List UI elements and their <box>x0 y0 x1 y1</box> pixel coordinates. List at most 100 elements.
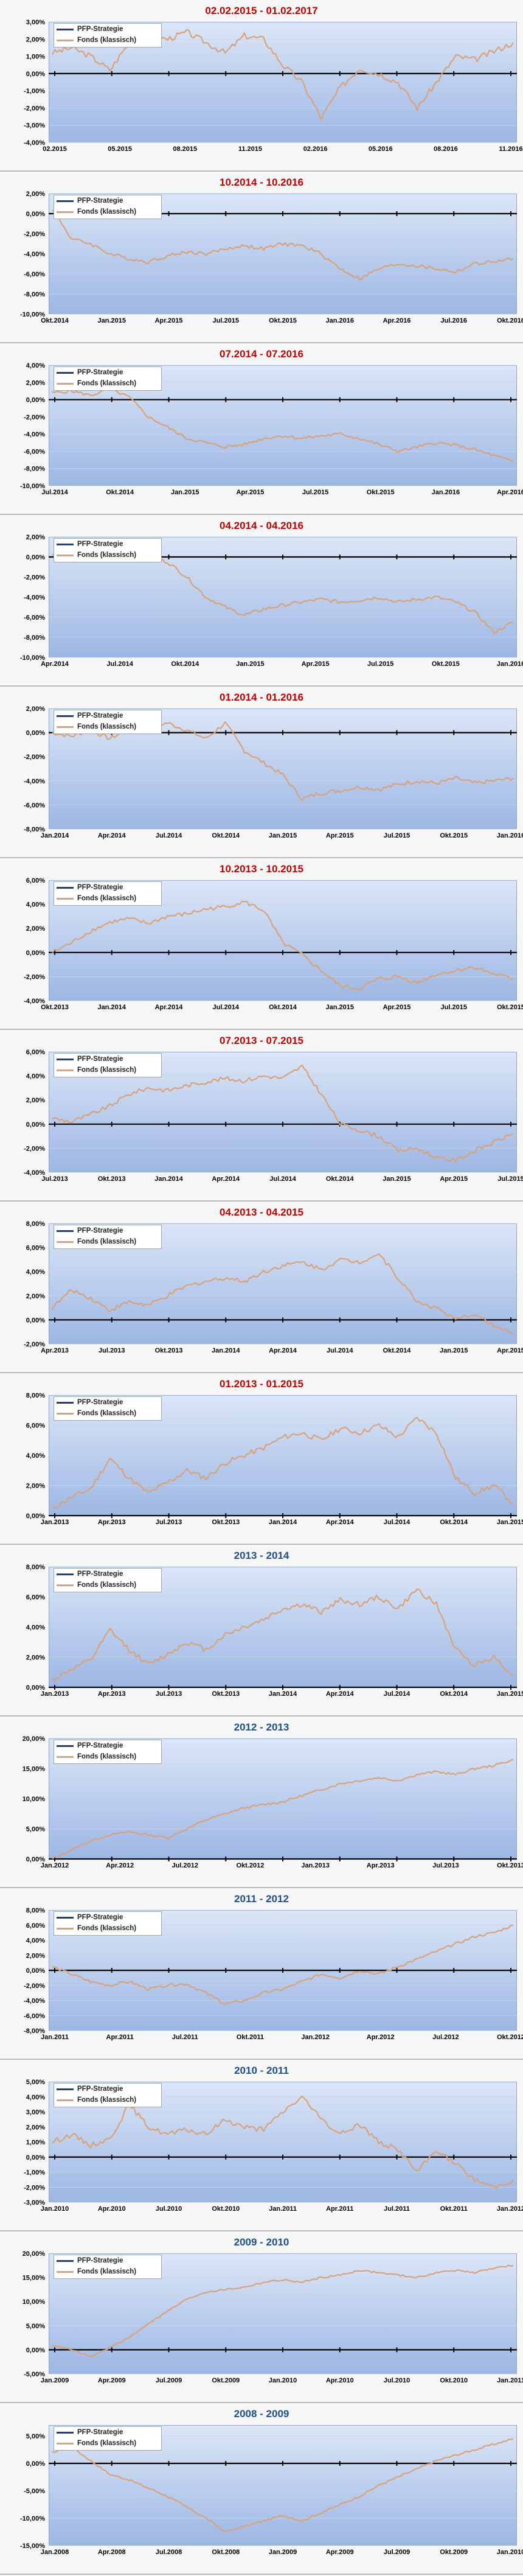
x-tick-label: Jan.2009 <box>41 2377 69 2384</box>
legend-swatch <box>57 726 74 728</box>
x-tick-label: Apr.2016 <box>497 489 523 496</box>
x-tick-label: Apr.2010 <box>326 2377 354 2384</box>
legend-item-fund: Fonds (klassisch) <box>54 2438 161 2449</box>
series-line-fund <box>52 209 514 281</box>
chart-panel: 2012 - 2013 0,00% 5,00% 10,00% 15,00% 20,00% J… <box>0 1717 523 1888</box>
x-tick-label: Jan.2012 <box>497 2205 523 2213</box>
legend-item-strategy: PFP-Strategie <box>54 24 161 35</box>
x-tick-label: Okt.2014 <box>326 1175 355 1183</box>
x-tick-label: Okt.2014 <box>106 489 134 496</box>
legend-item-fund: Fonds (klassisch) <box>54 893 161 904</box>
y-tick-label: 4,00% <box>26 1937 45 1945</box>
legend-label: Fonds (klassisch) <box>77 551 137 559</box>
y-tick-label: 2,00% <box>26 379 45 387</box>
x-tick-label: Apr.2015 <box>326 832 354 839</box>
legend-item-strategy: PFP-Strategie <box>54 1740 161 1751</box>
y-tick-label: 4,00% <box>26 1269 45 1276</box>
y-tick-label: 4,00% <box>26 901 45 909</box>
x-tick-label: Apr.2015 <box>383 1004 411 1011</box>
chart-panel: 01.2014 - 01.2016 -8,00% -6,00% -4,00% -2,00… <box>0 687 523 858</box>
x-tick-label: Jul.2016 <box>441 317 467 324</box>
x-tick-label: Okt.2014 <box>269 1004 297 1011</box>
x-tick-label: Jan.2010 <box>269 2377 297 2384</box>
legend-item-fund: Fonds (klassisch) <box>54 721 161 732</box>
x-tick-label: Apr.2008 <box>98 2549 126 2556</box>
y-tick-label: 0,00% <box>26 1967 45 1975</box>
series-line-fund <box>52 1924 514 2005</box>
chart-title: 10.2013 - 10.2015 <box>219 863 303 875</box>
legend-label: Fonds (klassisch) <box>77 2268 137 2275</box>
chart-panel: 2013 - 2014 0,00% 2,00% 4,00% 6,00% 8,00% Jan.… <box>0 1545 523 1717</box>
x-tick-label: Jul.2014 <box>384 1519 410 1526</box>
y-tick-label: 20,00% <box>23 1735 46 1743</box>
x-tick-label: Apr.2014 <box>155 1004 184 1011</box>
y-tick-label: 8,00% <box>26 1907 45 1914</box>
x-tick-label: Jul.2015 <box>213 317 239 324</box>
chart-svg: -4,00% -3,00% -2,00% -1,00% 0,00% 1,00% 2,00% 3… <box>24 19 522 153</box>
series-line-fund <box>52 387 514 463</box>
legend-item-fund: Fonds (klassisch) <box>54 378 161 389</box>
y-tick-label: -4,00% <box>24 431 45 438</box>
y-tick-label: 2,00% <box>26 1097 45 1104</box>
legend-label: PFP-Strategie <box>77 1399 123 1406</box>
y-tick-label: 0,00% <box>26 730 45 737</box>
x-tick-label: Apr.2013 <box>98 1690 126 1698</box>
legend-label: PFP-Strategie <box>77 26 123 33</box>
y-tick-label: 2,00% <box>26 1483 45 1490</box>
x-tick-label: Jan.2016 <box>497 660 523 668</box>
legend-label: PFP-Strategie <box>77 541 123 548</box>
x-tick-label: Okt.2013 <box>212 1690 240 1698</box>
x-tick-label: Jul.2014 <box>269 1175 296 1183</box>
x-tick-label: Okt.2015 <box>440 832 468 839</box>
x-tick-label: 05.2015 <box>108 145 132 153</box>
y-tick-label: 0,00% <box>26 211 45 218</box>
chart-svg: -8,00% -6,00% -4,00% -2,00% 0,00% 2,00% Jan.20… <box>24 705 523 839</box>
x-tick-label: Apr.2012 <box>106 1862 134 1869</box>
legend: PFP-Strategie Fonds (klassisch) <box>54 2083 162 2107</box>
legend: PFP-Strategie Fonds (klassisch) <box>54 1225 162 1249</box>
y-tick-label: 5,00% <box>26 2433 45 2440</box>
y-tick-label: 6,00% <box>26 877 45 884</box>
legend-label: PFP-Strategie <box>77 1227 123 1234</box>
x-tick-label: Okt.2012 <box>497 2034 523 2041</box>
y-tick-label: -6,00% <box>24 271 45 278</box>
legend-label: PFP-Strategie <box>77 1055 123 1063</box>
x-tick-label: Apr.2012 <box>367 2034 395 2041</box>
legend-item-strategy: PFP-Strategie <box>54 1912 161 1923</box>
y-tick-label: 0,00% <box>26 554 45 561</box>
chart-title: 07.2014 - 07.2016 <box>219 348 303 360</box>
x-tick-label: Okt.2008 <box>212 2549 240 2556</box>
chart-title: 02.02.2015 - 01.02.2017 <box>205 5 318 16</box>
y-tick-label: -6,00% <box>24 802 45 809</box>
legend-swatch <box>57 1230 74 1232</box>
legend: PFP-Strategie Fonds (klassisch) <box>54 1568 162 1592</box>
y-tick-label: -2,00% <box>24 1145 45 1152</box>
y-tick-label: 0,00% <box>26 1121 45 1129</box>
x-tick-label: Jan.2014 <box>269 1690 297 1698</box>
chart-panel: 2008 - 2009 -15,00% -10,00% -5,00% 0,00% 5,00… <box>0 2403 523 2575</box>
y-tick-label: 15,00% <box>23 2275 46 2282</box>
legend-item-strategy: PFP-Strategie <box>54 1054 161 1065</box>
series-line-fund <box>52 2264 514 2357</box>
series-line-fund <box>52 1253 514 1335</box>
legend-item-strategy: PFP-Strategie <box>54 195 161 206</box>
y-tick-label: -6,00% <box>24 448 45 455</box>
legend-swatch <box>57 2431 74 2434</box>
x-tick-label: Okt.2013 <box>41 1004 69 1011</box>
x-tick-label: Apr.2013 <box>98 1519 126 1526</box>
y-tick-label: 1,00% <box>26 54 45 61</box>
series-line-fund <box>52 2095 514 2189</box>
legend-swatch <box>57 2088 74 2090</box>
y-tick-label: -10,00% <box>20 483 45 490</box>
x-tick-label: Okt.2014 <box>383 1347 412 1354</box>
x-tick-label: Jan.2014 <box>154 1175 183 1183</box>
x-tick-label: Apr.2015 <box>497 1347 523 1354</box>
x-tick-label: Okt.2013 <box>155 1347 183 1354</box>
y-tick-label: -8,00% <box>24 466 45 473</box>
x-tick-label: Okt.2009 <box>212 2377 240 2384</box>
y-tick-label: 2,00% <box>26 1952 45 1959</box>
y-tick-label: 2,00% <box>26 191 45 198</box>
legend-label: PFP-Strategie <box>77 884 123 891</box>
y-tick-label: -4,00% <box>24 139 45 147</box>
x-tick-label: Jan.2009 <box>269 2549 297 2556</box>
